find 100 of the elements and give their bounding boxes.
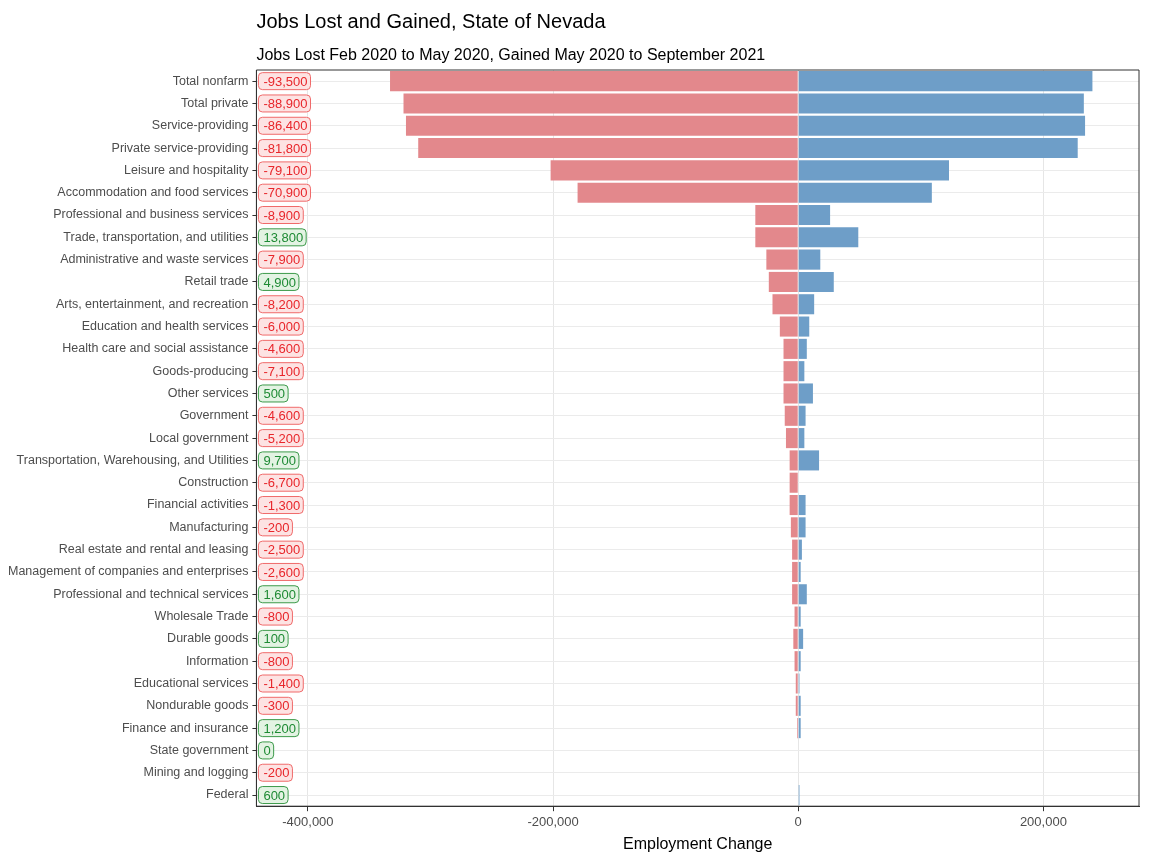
y-tick-label: State government <box>149 742 249 757</box>
bar <box>798 138 1078 159</box>
annotation: -2,500 <box>263 542 301 558</box>
annotation: -200 <box>263 519 290 535</box>
y-tick-label: Information <box>185 653 249 668</box>
bar <box>798 71 1093 92</box>
bar <box>766 249 798 270</box>
bar <box>798 115 1086 136</box>
bar <box>789 472 798 493</box>
annotation: -800 <box>263 653 290 669</box>
y-tick-label: Real estate and rental and leasing <box>58 542 249 557</box>
bar <box>798 316 810 337</box>
y-tick-label: Service-providing <box>151 118 249 133</box>
y-tick-label: Finance and insurance <box>121 720 249 735</box>
bar <box>792 584 798 605</box>
bar <box>550 160 798 181</box>
y-tick-label: Education and health services <box>81 319 249 334</box>
bar <box>798 160 949 181</box>
x-tick-label: -400,000 <box>282 813 334 829</box>
annotation: -6,700 <box>263 475 301 491</box>
bar <box>798 249 821 270</box>
annotation: -4,600 <box>263 408 301 424</box>
y-tick-label: Government <box>179 408 249 423</box>
bar <box>798 628 804 649</box>
y-tick-label: Construction <box>178 475 249 490</box>
annotation: -4,600 <box>263 341 301 357</box>
bar <box>798 584 807 605</box>
annotation: 100 <box>263 631 286 647</box>
annotation: -81,800 <box>263 140 308 156</box>
bar <box>798 539 802 560</box>
annotation: -6,000 <box>263 319 301 335</box>
bar <box>798 494 806 516</box>
annotation: -70,900 <box>263 185 308 201</box>
bar <box>789 494 798 516</box>
bar <box>783 383 798 404</box>
y-tick-label: Wholesale Trade <box>154 609 249 624</box>
annotation: -5,200 <box>263 430 301 446</box>
bar <box>798 405 806 426</box>
bar <box>783 338 798 359</box>
bar <box>772 294 798 315</box>
bar <box>798 338 807 359</box>
bar <box>755 204 798 226</box>
y-tick-label: Trade, transportation, and utilities <box>63 229 249 244</box>
annotation: -300 <box>263 698 290 714</box>
annotation: 9,700 <box>263 452 296 468</box>
bar <box>794 606 798 627</box>
y-tick-label: Manufacturing <box>169 519 249 534</box>
y-tick-label: Total nonfarm <box>172 73 249 88</box>
y-tick-label: Leisure and hospitality <box>124 162 250 177</box>
bar <box>798 182 932 203</box>
y-tick-label: Nondurable goods <box>146 698 249 713</box>
y-tick-label: Retail trade <box>184 274 249 289</box>
annotation: -1,300 <box>263 497 301 513</box>
annotation: -86,400 <box>263 118 308 134</box>
annotation: 1,600 <box>263 586 296 602</box>
x-axis-title: Employment Change <box>623 834 773 852</box>
chart-subtitle: Jobs Lost Feb 2020 to May 2020, Gained May 2020 to September 2021 <box>256 46 766 63</box>
x-tick-label: -200,000 <box>527 813 579 829</box>
bar <box>798 271 834 292</box>
chart-title: Jobs Lost and Gained, State of Nevada <box>256 10 607 32</box>
annotation: -800 <box>263 609 290 625</box>
bar <box>798 294 815 315</box>
bar <box>792 561 798 582</box>
annotation: -8,200 <box>263 296 301 312</box>
annotation: 0 <box>263 743 271 759</box>
y-tick-label: Other services <box>167 385 249 400</box>
bar <box>792 539 798 560</box>
bar <box>779 316 798 337</box>
x-tick-label: 0 <box>794 813 802 829</box>
bar <box>798 227 859 248</box>
bar <box>403 93 798 114</box>
y-tick-label: Professional and business services <box>53 207 249 222</box>
bar <box>768 271 798 292</box>
bar <box>785 428 798 449</box>
y-tick-label: Accommodation and food services <box>57 185 249 200</box>
annotation: -93,500 <box>263 73 308 89</box>
y-tick-label: Arts, entertainment, and recreation <box>55 296 249 311</box>
annotation: 500 <box>263 386 286 402</box>
y-tick-label: Financial activities <box>146 497 249 512</box>
bar <box>793 628 798 649</box>
y-tick-label: Private service-providing <box>111 140 249 155</box>
annotation: 1,200 <box>263 720 296 736</box>
x-tick-label: 200,000 <box>1019 813 1067 829</box>
annotation: 4,900 <box>263 274 296 290</box>
y-tick-label: Durable goods <box>167 631 249 646</box>
y-tick-label: Goods-producing <box>152 363 249 378</box>
y-tick-label: Federal <box>206 787 249 802</box>
bar <box>798 517 806 538</box>
annotation: -1,400 <box>263 676 301 692</box>
bar <box>789 450 798 471</box>
bar <box>783 361 798 382</box>
annotation: -8,900 <box>263 207 301 223</box>
bar <box>794 651 798 672</box>
bar <box>755 227 798 248</box>
bar <box>390 71 798 92</box>
y-tick-label: Mining and logging <box>143 765 249 780</box>
y-tick-label: Total private <box>181 95 249 110</box>
y-tick-label: Educational services <box>133 675 249 690</box>
bar <box>798 204 831 226</box>
y-tick-label: Professional and technical services <box>53 586 249 601</box>
